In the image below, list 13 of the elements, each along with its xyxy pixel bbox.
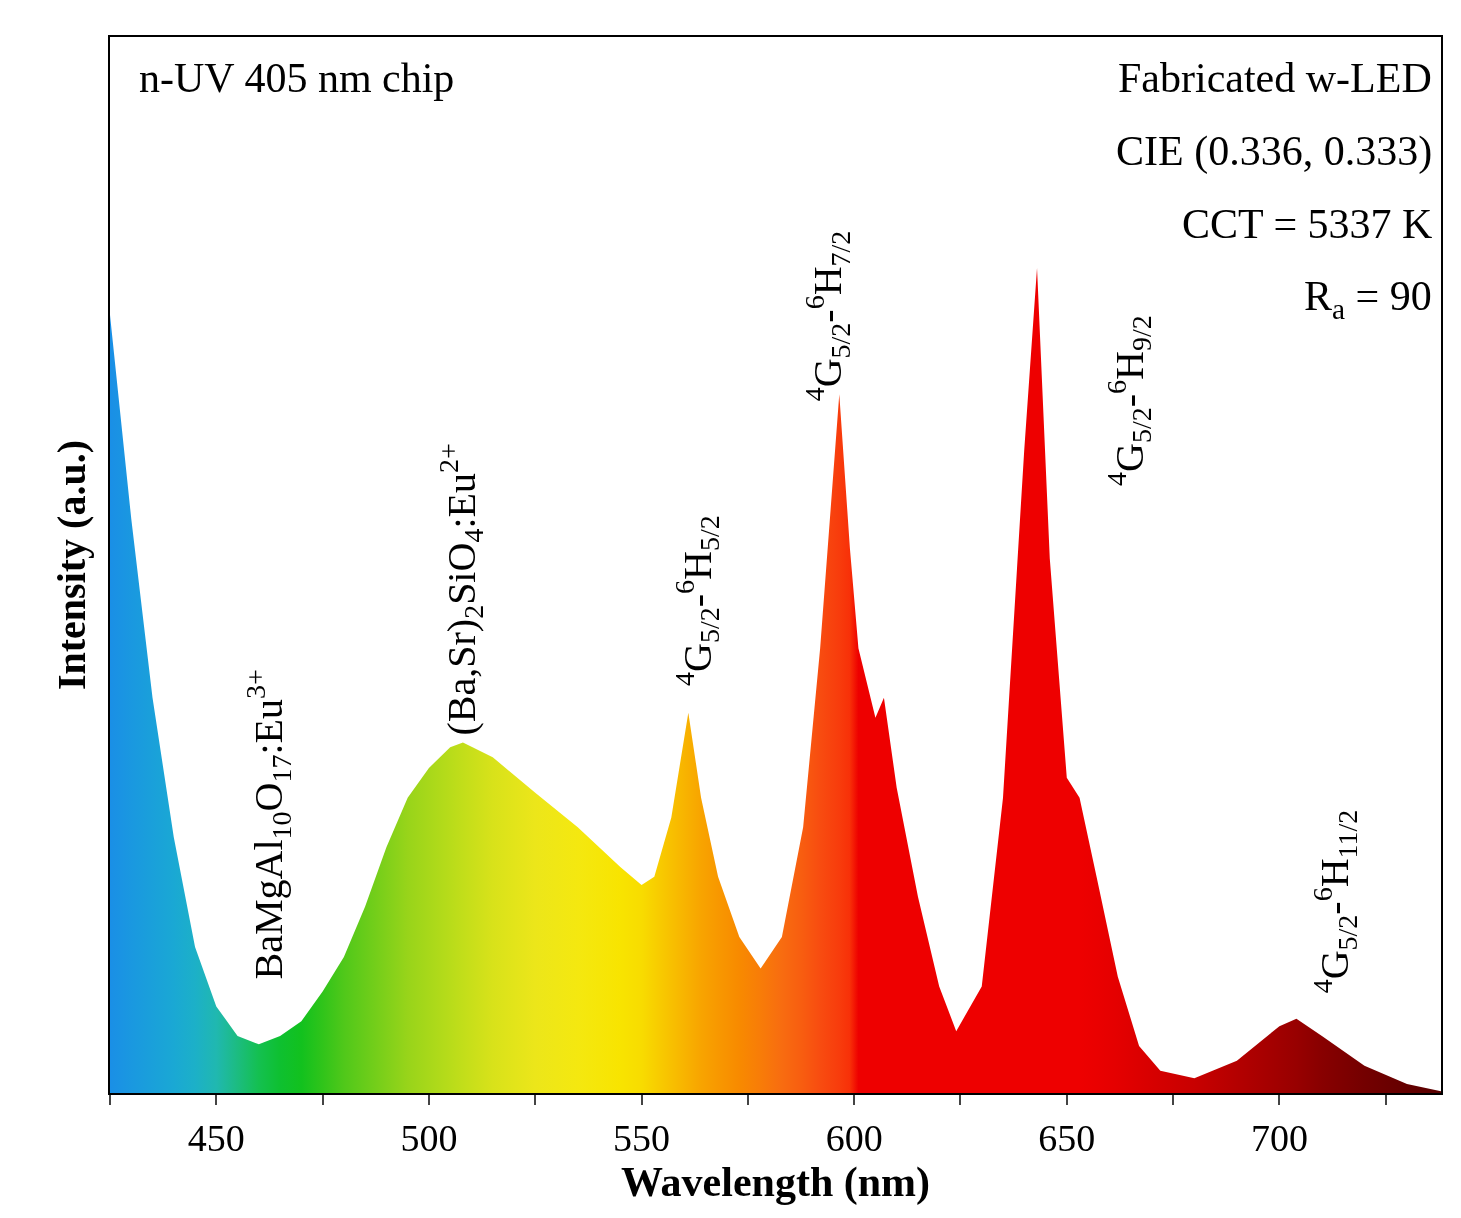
x-tick-label: 700 bbox=[1250, 1116, 1308, 1159]
x-tick-label: 600 bbox=[825, 1116, 883, 1159]
x-axis-title: Wavelength (nm) bbox=[620, 1158, 931, 1206]
x-tick-label: 500 bbox=[400, 1116, 458, 1159]
x-tick-label: 550 bbox=[613, 1116, 671, 1159]
text: CIE (0.336, 0.333) bbox=[1116, 128, 1433, 175]
text: n-UV 405 nm chip bbox=[139, 55, 455, 101]
y-axis-title: Intensity (a.u.) bbox=[49, 439, 94, 691]
text: CCT = 5337 K bbox=[1182, 201, 1433, 247]
annotation: R$_{a}$ = 90 bbox=[1304, 273, 1432, 325]
x-tick-label: 650 bbox=[1038, 1116, 1096, 1159]
x-tick-label: 450 bbox=[187, 1116, 245, 1159]
text: Fabricated w-LED bbox=[1118, 55, 1432, 101]
